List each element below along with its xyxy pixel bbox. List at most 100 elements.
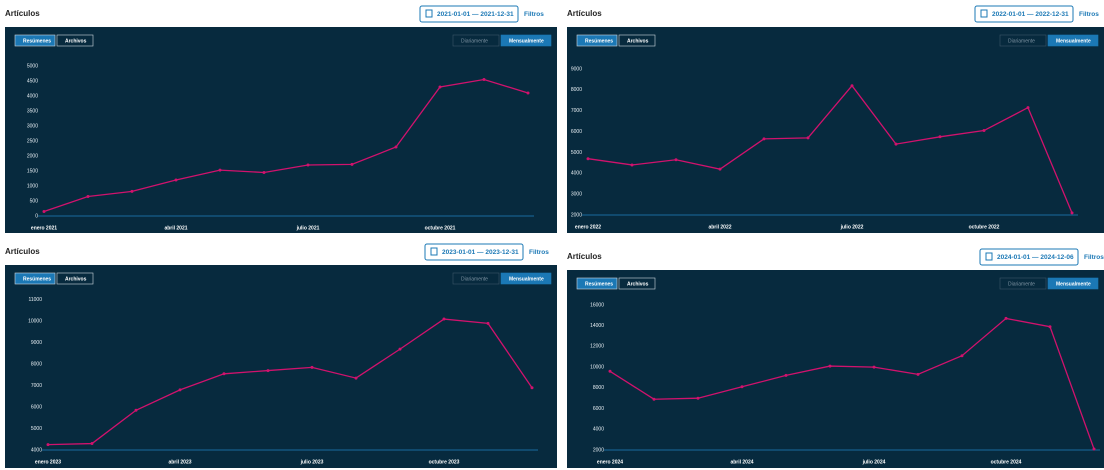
data-point — [718, 167, 722, 171]
filter-button[interactable]: Filtros — [1084, 254, 1104, 261]
period-toggle-button[interactable] — [500, 34, 552, 47]
y-tick-label: 7000 — [571, 108, 582, 114]
filter-button[interactable]: Filtros — [524, 11, 544, 18]
x-tick-label: octubre 2024 — [991, 459, 1022, 465]
data-point — [354, 376, 358, 380]
chart-area — [567, 270, 1104, 468]
data-toggle-button[interactable] — [56, 272, 94, 285]
period-toggle-label: Diariamente — [461, 276, 488, 282]
panel-title: Artículos — [5, 9, 40, 18]
period-toggle-label: Diariamente — [461, 38, 488, 44]
data-point — [916, 372, 920, 376]
y-tick-label: 7000 — [31, 383, 42, 389]
data-toggle-button[interactable] — [14, 272, 56, 285]
y-tick-label: 4000 — [27, 93, 38, 99]
y-tick-label: 0 — [35, 213, 38, 219]
period-toggle-button[interactable] — [999, 277, 1047, 290]
period-toggle-button[interactable] — [452, 34, 500, 47]
data-toggle-button[interactable] — [56, 34, 94, 47]
data-point — [828, 364, 832, 368]
y-tick-label: 8000 — [31, 361, 42, 367]
y-tick-label: 9000 — [31, 340, 42, 346]
chart-area — [567, 27, 1104, 233]
period-toggle-button[interactable] — [999, 34, 1047, 47]
data-point — [218, 168, 222, 172]
data-point — [652, 397, 656, 401]
data-toggle-label: Resúmenes — [585, 38, 613, 44]
y-tick-label: 8000 — [571, 87, 582, 93]
y-tick-label: 8000 — [593, 385, 604, 391]
data-point — [174, 178, 178, 182]
y-tick-label: 6000 — [571, 129, 582, 135]
y-tick-label: 11000 — [28, 297, 42, 303]
filter-button[interactable]: Filtros — [529, 249, 549, 256]
data-point — [762, 137, 766, 141]
period-toggle-label: Mensualmente — [509, 38, 544, 44]
period-toggle-button[interactable] — [1047, 277, 1099, 290]
data-point — [960, 354, 964, 358]
x-tick-label: julio 2021 — [296, 225, 320, 231]
y-tick-label: 6000 — [31, 404, 42, 410]
y-tick-label: 14000 — [590, 323, 604, 329]
y-tick-label: 500 — [30, 198, 39, 204]
x-tick-label: enero 2023 — [35, 459, 61, 465]
data-point — [266, 369, 270, 373]
date-range-button[interactable] — [974, 5, 1074, 23]
data-point — [982, 129, 986, 133]
period-toggle-label: Mensualmente — [1056, 281, 1091, 287]
filter-button[interactable]: Filtros — [1079, 11, 1099, 18]
y-tick-label: 2000 — [593, 447, 604, 453]
x-tick-label: julio 2024 — [862, 459, 886, 465]
data-toggle-button[interactable] — [618, 34, 656, 47]
x-tick-label: octubre 2022 — [969, 224, 1000, 230]
data-toggle-button[interactable] — [576, 277, 618, 290]
data-point — [806, 136, 810, 140]
data-point — [1004, 316, 1008, 320]
data-point — [674, 158, 678, 162]
data-toggle-button[interactable] — [618, 277, 656, 290]
chart-area — [5, 265, 557, 468]
date-range-button[interactable] — [979, 248, 1079, 266]
y-tick-label: 1000 — [27, 183, 38, 189]
date-range-button[interactable] — [419, 5, 519, 23]
y-tick-label: 3000 — [27, 123, 38, 129]
data-point — [530, 386, 534, 390]
y-tick-label: 3500 — [27, 108, 38, 114]
y-tick-label: 16000 — [590, 302, 604, 308]
period-toggle-button[interactable] — [500, 272, 552, 285]
data-point — [608, 369, 612, 373]
data-point — [130, 189, 134, 193]
x-tick-label: octubre 2023 — [429, 459, 460, 465]
date-range: 2023-01-01 — 2023-12-31 — [442, 249, 519, 256]
date-range-button[interactable] — [424, 243, 524, 261]
period-toggle-label: Diariamente — [1008, 38, 1035, 44]
data-toggle-button[interactable] — [576, 34, 618, 47]
data-point — [222, 372, 226, 376]
y-tick-label: 4000 — [593, 427, 604, 433]
y-tick-label: 3000 — [571, 191, 582, 197]
date-range: 2022-01-01 — 2022-12-31 — [992, 11, 1069, 18]
period-toggle-button[interactable] — [1047, 34, 1099, 47]
x-tick-label: octubre 2021 — [425, 225, 456, 231]
calendar-icon — [985, 252, 993, 261]
y-tick-label: 4000 — [571, 171, 582, 177]
calendar-icon — [430, 247, 438, 256]
data-point — [394, 145, 398, 149]
period-toggle-label: Mensualmente — [509, 276, 544, 282]
data-point — [696, 396, 700, 400]
data-point — [86, 195, 90, 198]
period-toggle-button[interactable] — [452, 272, 500, 285]
data-toggle-label: Resúmenes — [585, 281, 613, 287]
date-range: 2021-01-01 — 2021-12-31 — [437, 11, 514, 18]
y-tick-label: 5000 — [27, 63, 38, 69]
data-toggle-button[interactable] — [14, 34, 56, 47]
data-point — [586, 157, 590, 161]
data-toggle-label: Resúmenes — [23, 38, 51, 44]
calendar-icon — [425, 9, 433, 18]
y-tick-label: 5000 — [571, 150, 582, 156]
data-point — [306, 163, 310, 167]
x-tick-label: abril 2024 — [730, 459, 753, 465]
data-point — [784, 373, 788, 377]
y-tick-label: 10000 — [590, 364, 604, 370]
